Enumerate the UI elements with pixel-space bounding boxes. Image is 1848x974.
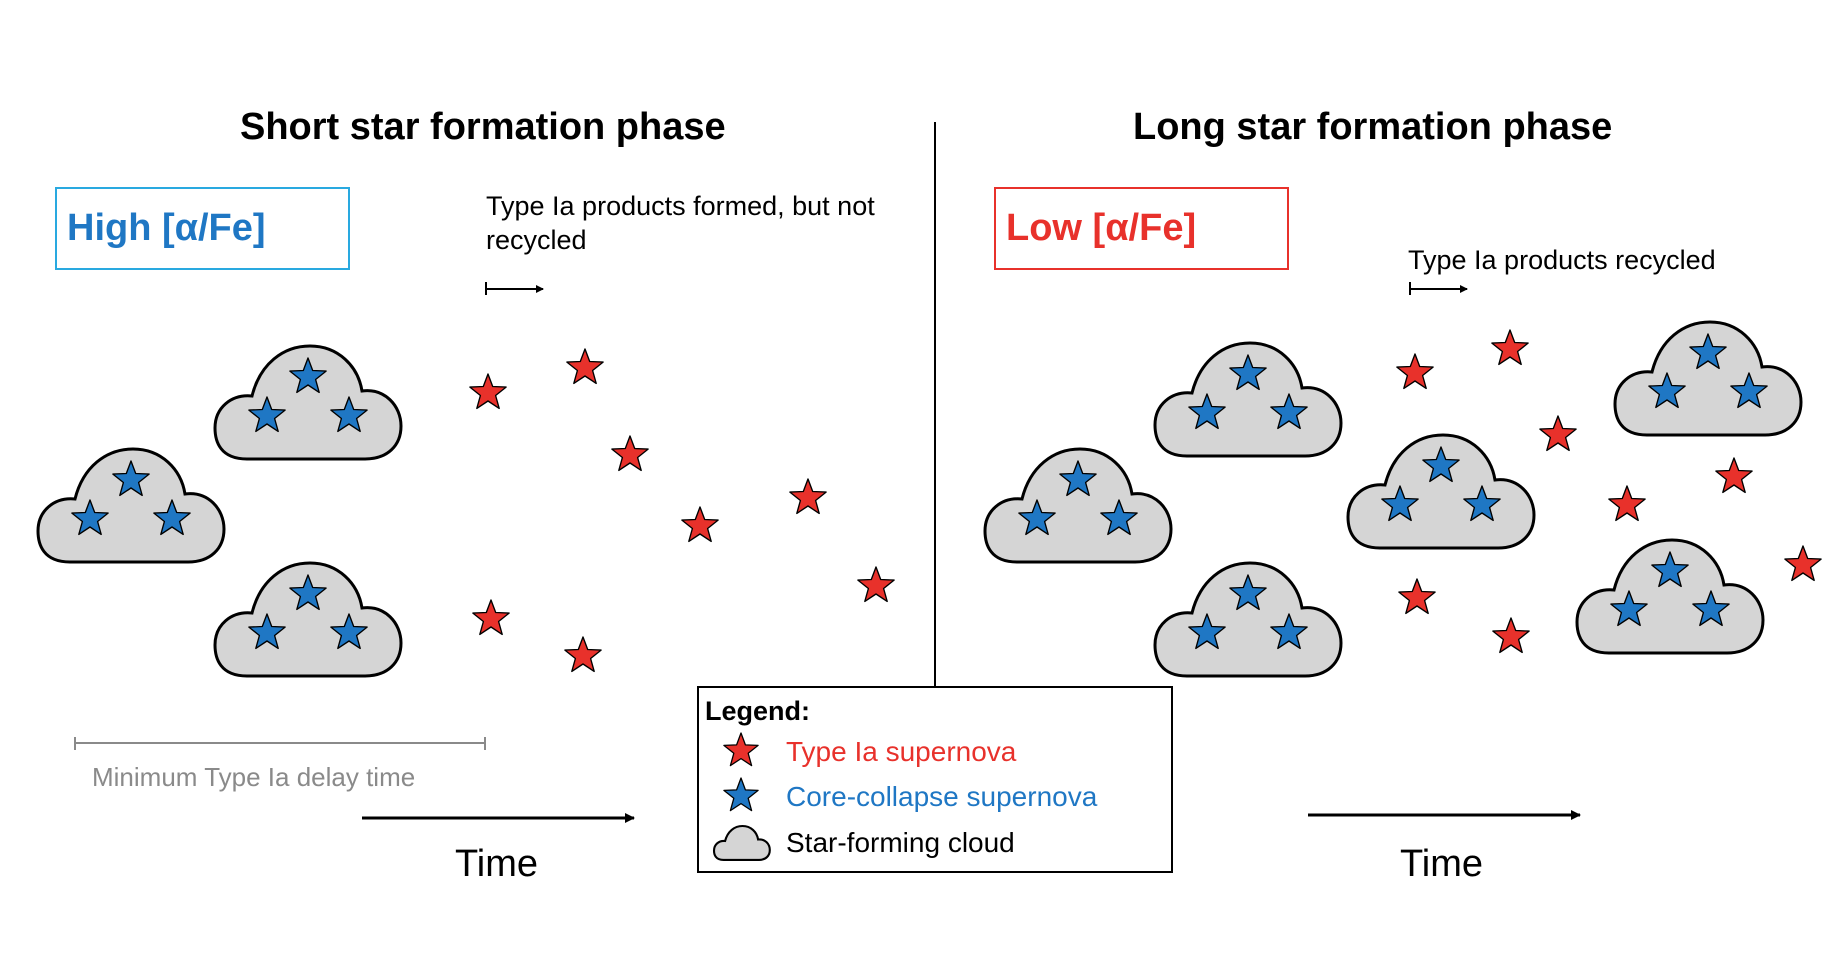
core-collapse-star [248,613,286,650]
core-collapse-star [112,460,150,497]
type-ia-star [789,478,827,515]
left-note-arrow [485,282,544,295]
star-forming-cloud [983,447,1173,564]
type-ia-star [1492,617,1530,654]
core-collapse-star [1463,485,1501,522]
core-collapse-star [1270,613,1308,650]
star-forming-cloud [1613,320,1803,437]
star-forming-cloud [213,344,403,461]
high-alpha-box [55,187,350,270]
type-ia-star [1539,415,1577,452]
core-collapse-star [1100,499,1138,536]
legend-title: Legend: [705,696,810,726]
legend-label-type-ia: Type Ia supernova [786,736,1017,767]
core-collapse-star [1610,590,1648,627]
right-panel-title: Long star formation phase [1133,106,1613,148]
type-ia-star [472,599,510,636]
core-collapse-star [1422,446,1460,483]
left-time-label: Time [455,843,539,885]
type-ia-star [1608,485,1646,522]
left-panel-title: Short star formation phase [240,106,726,148]
blue-star-icon [723,777,759,812]
core-collapse-star [1730,372,1768,409]
legend-label-core-collapse: Core-collapse supernova [786,781,1098,812]
cloud-icon [1346,433,1536,550]
core-collapse-star [248,396,286,433]
type-ia-star [1398,578,1436,615]
cloud-icon [1153,561,1343,678]
cloud-icon [213,344,403,461]
type-ia-star [611,435,649,472]
core-collapse-star [71,499,109,536]
core-collapse-star [1059,460,1097,497]
left-note: Type Ia products formed, but not recycle… [486,191,875,255]
star-forming-cloud [1346,433,1536,550]
right-note: Type Ia products recycled [1408,245,1716,275]
core-collapse-star [330,613,368,650]
core-collapse-star [289,574,327,611]
type-ia-star [564,636,602,673]
delay-label: Minimum Type Ia delay time [92,762,416,792]
legend-box [697,686,1173,873]
core-collapse-star [1648,372,1686,409]
core-collapse-star [1270,393,1308,430]
core-collapse-star [1651,551,1689,588]
star-forming-cloud [1153,561,1343,678]
cloud-icon [36,447,226,564]
cloud-icon [1575,538,1765,655]
low-alpha-label: Low [α/Fe] [1006,207,1197,249]
cloud-icon [1613,320,1803,437]
type-ia-star [469,373,507,410]
core-collapse-star [1018,499,1056,536]
core-collapse-star [1229,574,1267,611]
core-collapse-star [1188,613,1226,650]
cloud-icon [983,447,1173,564]
cloud-icon [213,561,403,678]
legend-label-cloud: Star-forming cloud [786,827,1015,858]
core-collapse-star [330,396,368,433]
high-alpha-label: High [α/Fe] [67,207,266,249]
core-collapse-star [1689,333,1727,370]
type-ia-star [1715,457,1753,494]
type-ia-star [681,506,719,543]
right-time-label: Time [1400,843,1484,885]
core-collapse-star [289,357,327,394]
type-ia-star [857,566,895,603]
cloud-icon [712,824,771,861]
delay-time-bar [74,737,486,750]
cloud-icon [712,824,771,861]
type-ia-star [1784,545,1822,582]
core-collapse-star [153,499,191,536]
star-forming-cloud [1575,538,1765,655]
red-star-icon [723,732,759,767]
type-ia-star [1491,329,1529,366]
cloud-icon [1153,341,1343,458]
star-forming-cloud [1153,341,1343,458]
star-forming-cloud [36,447,226,564]
core-collapse-star [1692,590,1730,627]
low-alpha-box [994,187,1289,270]
right-note-arrow [1409,282,1468,295]
star-forming-cloud [213,561,403,678]
type-ia-star [566,348,604,385]
type-ia-star [1396,353,1434,390]
core-collapse-star [1188,393,1226,430]
core-collapse-star [1229,354,1267,391]
core-collapse-star [1381,485,1419,522]
